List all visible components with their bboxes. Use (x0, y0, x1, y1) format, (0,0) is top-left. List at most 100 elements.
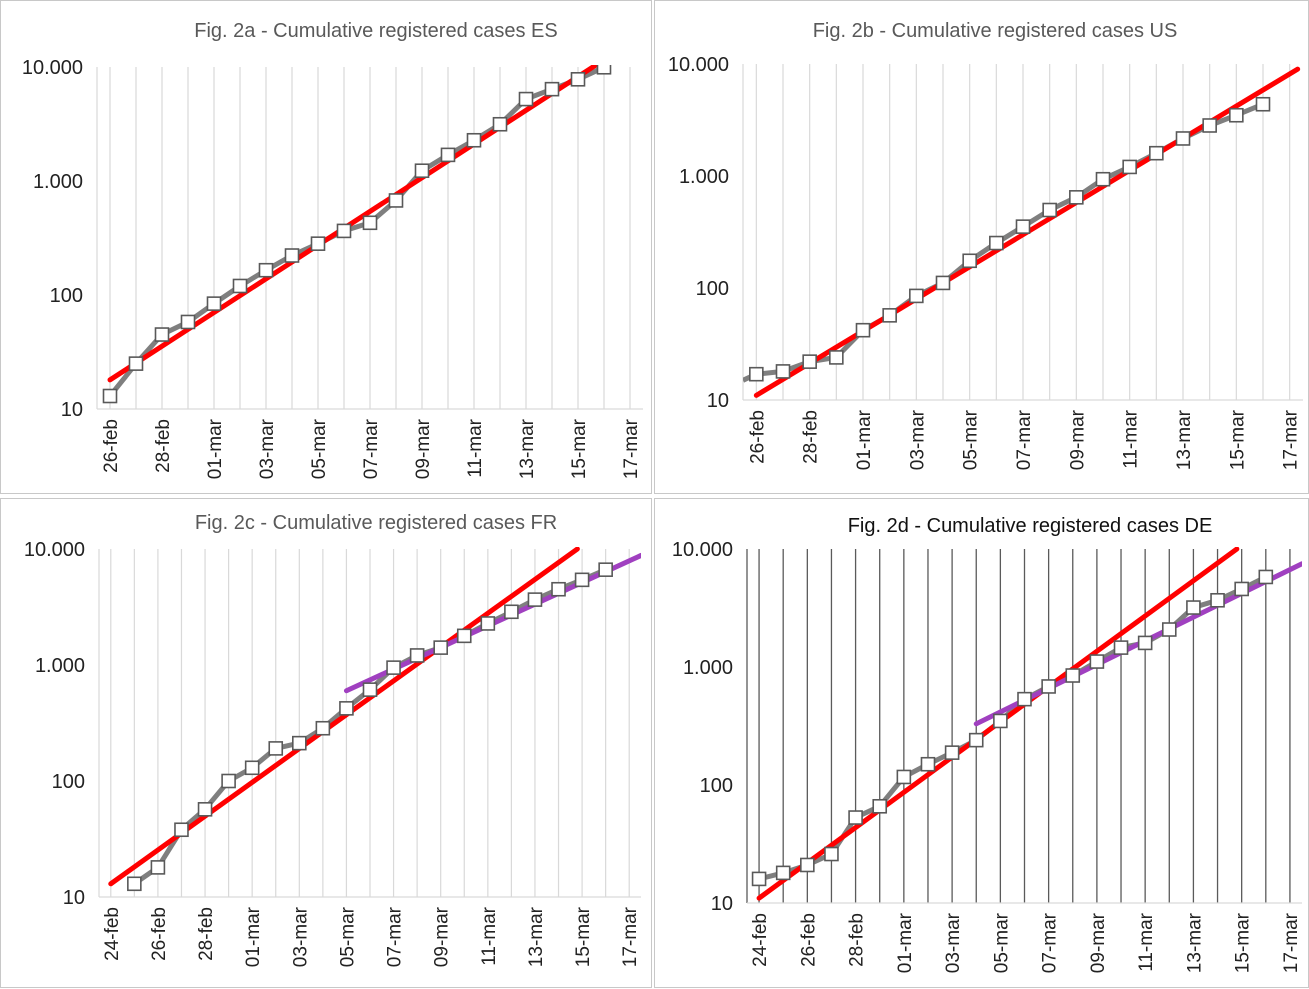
x-tick-label: 13-mar (1174, 409, 1195, 470)
data-point-marker (570, 72, 586, 87)
data-point-marker (968, 732, 984, 748)
data-point-marker (598, 562, 613, 577)
data-point-marker (1229, 107, 1244, 123)
data-point-marker (456, 628, 472, 644)
data-point-marker (258, 262, 274, 278)
y-tick-label: 10 (61, 399, 83, 421)
data-point-marker (775, 865, 791, 881)
data-point-marker (174, 822, 189, 838)
data-point-marker (749, 366, 764, 382)
data-point-marker (197, 802, 213, 817)
x-tick-label: 07-mar (1040, 912, 1061, 973)
x-tick-label: 05-mar (961, 409, 982, 470)
data-point-marker (414, 163, 430, 179)
x-tick-label: 17-mar (621, 418, 642, 479)
data-point-marker (1042, 202, 1057, 218)
data-point-marker (829, 350, 844, 365)
x-tick-label: 28-feb (801, 410, 822, 464)
data-point-marker (1202, 118, 1217, 133)
data-point-marker (574, 572, 590, 588)
y-tick-label: 1.000 (679, 166, 729, 188)
y-tick-label: 100 (50, 285, 83, 307)
x-tick-label: 09-mar (1067, 409, 1088, 470)
data-point-marker (775, 364, 791, 379)
data-point-marker (518, 91, 534, 107)
data-point-marker (244, 760, 260, 776)
data-point-marker (466, 132, 482, 148)
data-point-marker (848, 810, 863, 825)
data-point-marker (310, 236, 326, 251)
y-tick-label: 10.000 (672, 539, 733, 561)
data-point-marker (751, 871, 767, 887)
data-point-marker (268, 741, 284, 756)
data-point-marker (440, 147, 456, 163)
data-point-marker (362, 215, 378, 231)
data-point-marker (206, 296, 222, 311)
y-tick-label: 10.000 (22, 57, 83, 79)
chart-svg: Fig. 2c - Cumulative registered cases FR… (24, 512, 641, 967)
x-tick-label: 01-mar (243, 906, 264, 967)
data-point-marker (909, 288, 924, 304)
data-point-marker (386, 660, 401, 675)
y-tick-label: 100 (696, 278, 729, 300)
data-point-marker (221, 773, 236, 789)
x-tick-label: 17-mar (620, 906, 641, 967)
data-point-marker (855, 322, 871, 338)
y-tick-label: 10 (711, 893, 733, 915)
y-tick-label: 10 (63, 887, 85, 909)
data-point-marker (284, 248, 300, 263)
x-tick-label: 03-mar (257, 418, 278, 479)
data-point-marker (1186, 600, 1201, 615)
data-point-marker (935, 275, 951, 291)
data-point-marker (596, 65, 612, 75)
plot-area (751, 547, 1302, 901)
chart-title: Fig. 2a - Cumulative registered cases ES (194, 20, 558, 42)
x-tick-label: 03-mar (907, 409, 928, 470)
x-tick-label: 09-mar (1088, 912, 1109, 973)
y-tick-label: 10.000 (668, 54, 729, 76)
data-point-marker (180, 314, 196, 330)
data-point-marker (339, 701, 354, 716)
data-point-marker (802, 354, 817, 369)
data-point-marker (544, 81, 560, 97)
data-point-marker (1255, 96, 1271, 112)
data-point-marker (480, 616, 496, 631)
data-point-marker (1065, 668, 1081, 683)
data-point-marker (824, 846, 839, 862)
y-tick-label: 100 (52, 771, 85, 793)
data-point-marker (962, 253, 977, 269)
x-tick-label: 17-mar (1281, 912, 1302, 973)
data-point-marker (232, 278, 248, 294)
chart-svg: Fig. 2d - Cumulative registered cases DE… (672, 515, 1302, 973)
data-point-marker (1089, 654, 1105, 669)
data-point-marker (492, 116, 508, 132)
x-tick-label: 26-feb (798, 913, 819, 967)
x-tick-label: 26-feb (747, 410, 768, 464)
x-tick-label: 13-mar (517, 418, 538, 479)
x-tick-label: 03-mar (943, 912, 964, 973)
data-point-marker (989, 235, 1004, 251)
data-point-marker (1258, 569, 1274, 585)
x-tick-label: 24-feb (102, 907, 123, 961)
chart-panel-2a: Fig. 2a - Cumulative registered cases ES… (0, 0, 652, 494)
chart-svg: Fig. 2b - Cumulative registered cases US… (668, 20, 1303, 470)
x-tick-label: 13-mar (526, 906, 547, 967)
plot-area (102, 65, 612, 404)
data-point-marker (872, 798, 888, 814)
data-point-marker (1017, 691, 1032, 707)
data-point-marker (993, 713, 1008, 729)
data-point-marker (944, 745, 960, 760)
data-point-marker (551, 581, 566, 597)
observed-series-line (108, 65, 606, 398)
x-tick-label: 05-mar (991, 912, 1012, 973)
x-tick-label: 26-feb (101, 419, 122, 473)
x-tick-label: 11-mar (465, 418, 486, 477)
chart-title: Fig. 2b - Cumulative registered cases US (813, 20, 1178, 42)
data-point-marker (388, 193, 404, 208)
y-tick-label: 1.000 (35, 655, 85, 677)
data-point-marker (1015, 219, 1031, 234)
x-tick-label: 24-feb (750, 913, 771, 967)
data-point-marker (1161, 622, 1177, 637)
x-tick-label: 17-mar (1281, 409, 1302, 470)
x-tick-label: 26-feb (149, 907, 170, 961)
